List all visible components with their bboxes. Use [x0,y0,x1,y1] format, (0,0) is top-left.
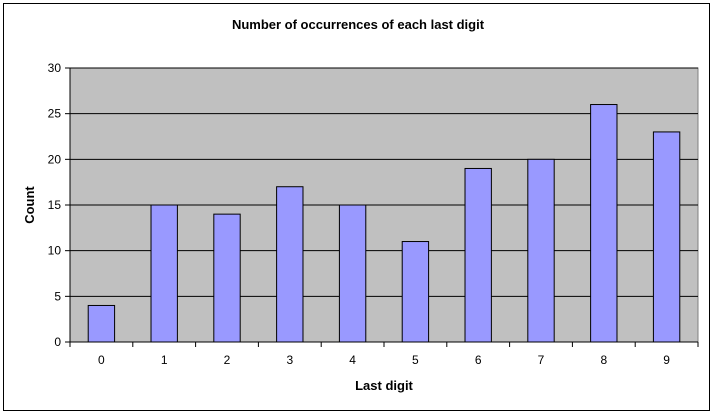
x-tick-labels: 0 1 2 3 4 5 6 7 8 9 [98,353,670,367]
y-tick-label: 25 [48,107,62,121]
y-tick-label: 10 [48,244,62,258]
bar-2 [213,213,241,343]
bar-6 [464,167,492,343]
x-tick-label: 6 [475,353,482,367]
bar-0 [87,304,116,343]
y-tick-label: 30 [48,61,62,75]
x-tick-label: 8 [600,353,607,367]
y-axis-label: Count [22,186,37,224]
bar-3 [276,186,304,343]
x-tick-label: 9 [663,353,670,367]
x-tick-label: 7 [538,353,545,367]
x-tick-label: 1 [161,353,168,367]
y-tick-label: 0 [54,335,61,349]
y-tick-label: 20 [48,152,62,166]
bar-7 [527,158,555,343]
bar-9 [652,131,681,343]
bar-4 [338,204,367,343]
x-axis-label: Last digit [355,378,413,393]
y-tick-label: 5 [54,289,61,303]
chart-title: Number of occurrences of each last digit [232,17,485,32]
x-tick-label: 2 [224,353,231,367]
bar-5 [401,241,430,343]
y-tick-labels: 0 5 10 15 20 25 30 [48,61,62,349]
x-tick-label: 4 [349,353,356,367]
bar-1 [150,204,178,343]
bar-8 [590,104,618,343]
y-tick-label: 15 [48,198,62,212]
bars [87,104,681,343]
x-tick-label: 5 [412,353,419,367]
x-tick-label: 0 [98,353,105,367]
axes [65,67,699,347]
x-tick-label: 3 [286,353,293,367]
